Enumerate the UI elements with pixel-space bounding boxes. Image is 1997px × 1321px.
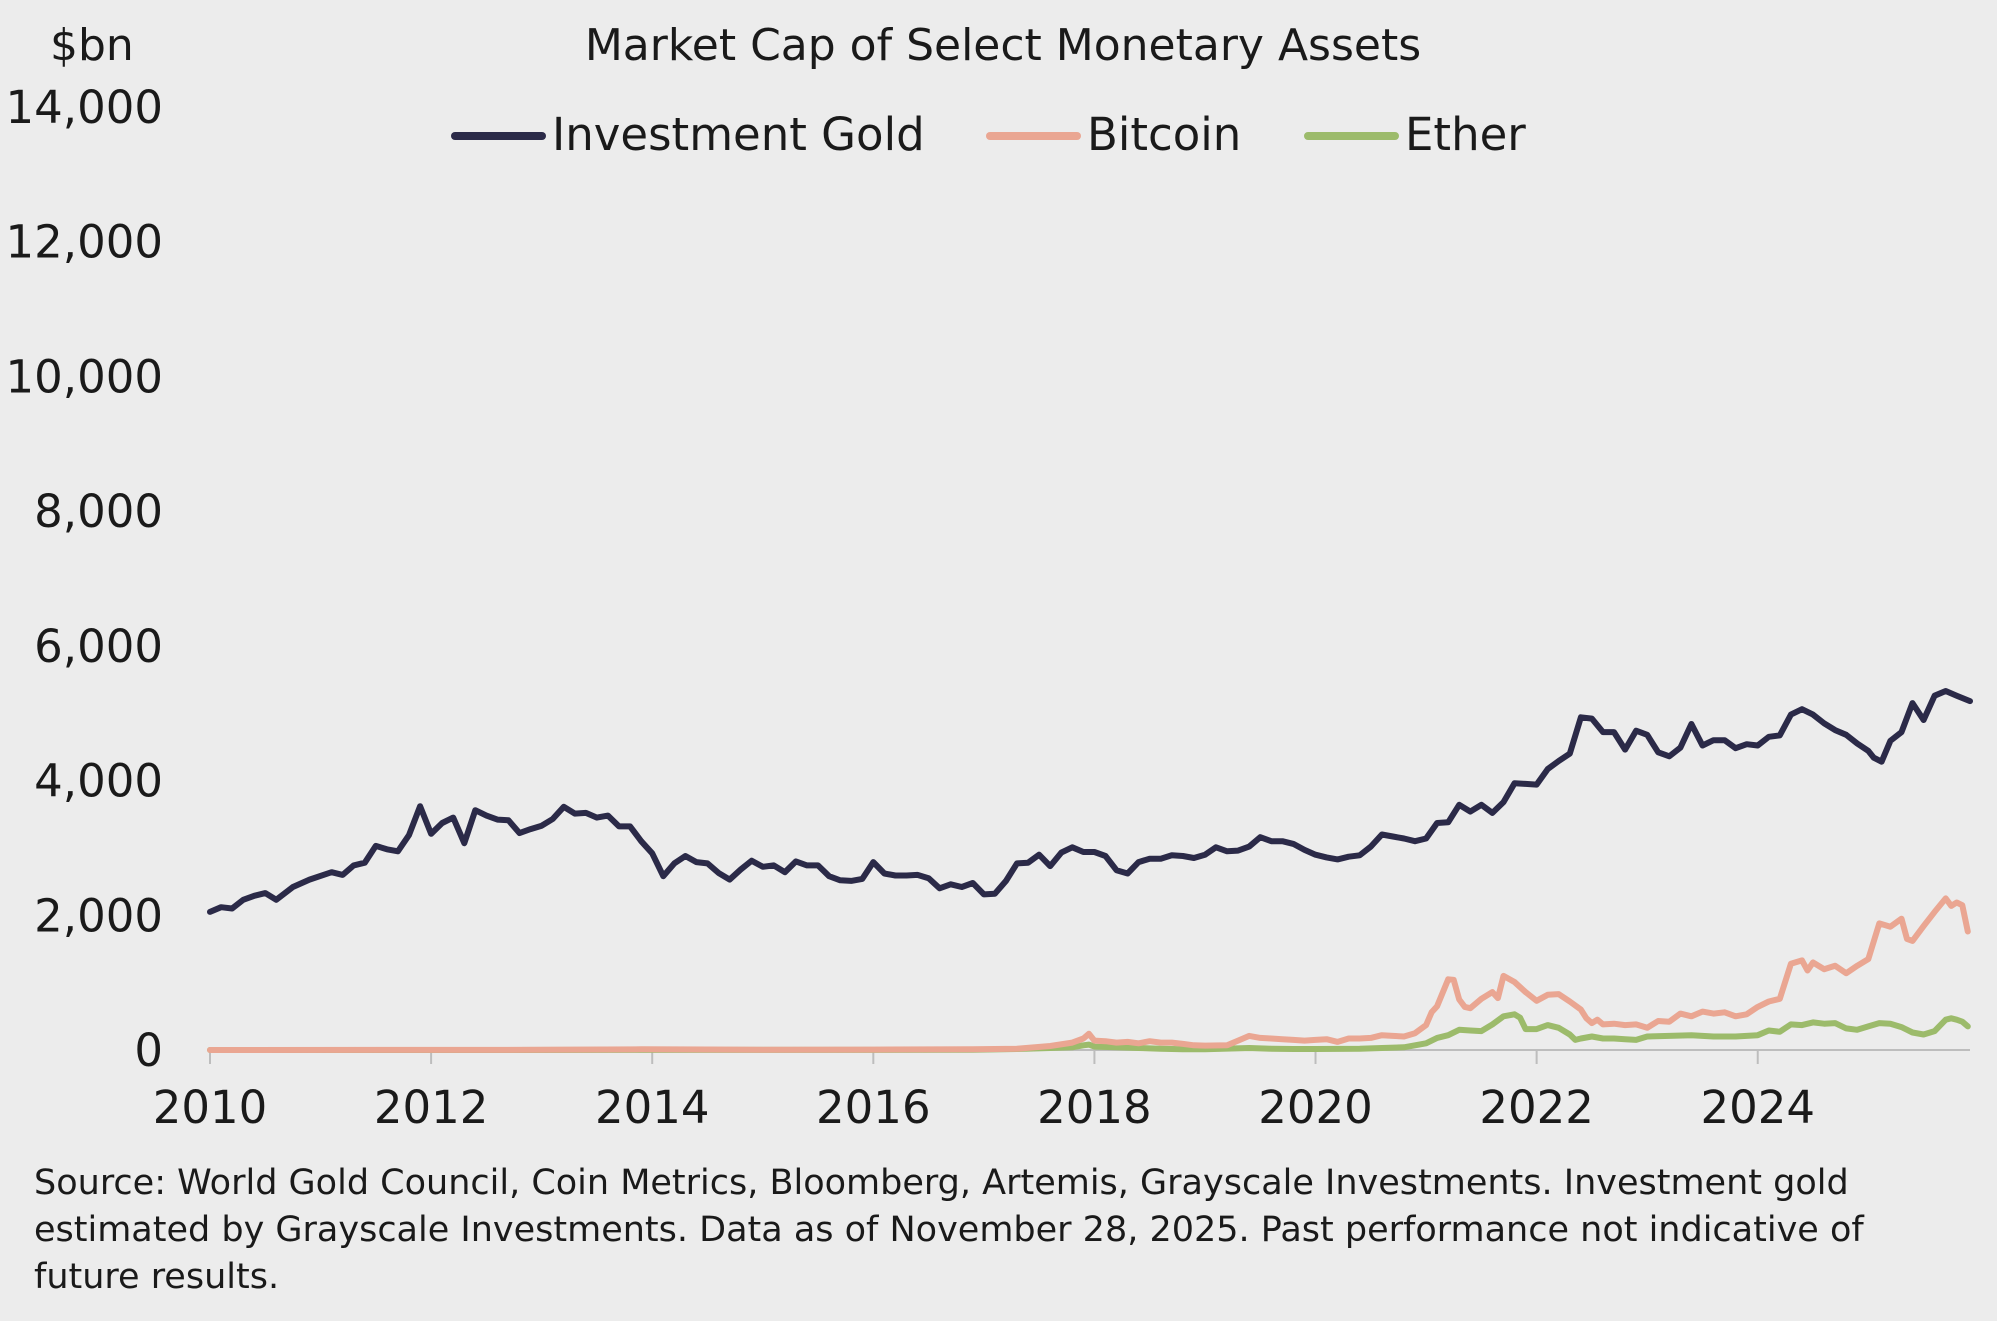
source-note: Source: World Gold Council, Coin Metrics… xyxy=(34,1163,1864,1297)
x-axis: 2010 2012 2014 2016 2018 2020 2022 2024 xyxy=(153,1049,1970,1134)
x-tick-label: 2010 xyxy=(153,1081,268,1134)
legend-label-gold: Investment Gold xyxy=(552,108,925,161)
legend: Investment Gold Bitcoin Ether xyxy=(451,108,1526,161)
y-tick-label: 12,000 xyxy=(6,216,163,269)
y-tick-label: 8,000 xyxy=(34,485,163,538)
x-tick-label: 2022 xyxy=(1479,1081,1594,1134)
y-tick-label: 10,000 xyxy=(6,350,163,403)
legend-label-bitcoin: Bitcoin xyxy=(1087,108,1241,161)
y-tick-label: 4,000 xyxy=(34,755,163,808)
x-tick-label: 2016 xyxy=(816,1081,931,1134)
x-tick-label: 2018 xyxy=(1037,1081,1152,1134)
x-tick-label: 2024 xyxy=(1700,1081,1815,1134)
chart-title: Market Cap of Select Monetary Assets xyxy=(585,20,1421,71)
legend-label-ether: Ether xyxy=(1405,108,1526,161)
y-axis-unit-label: $bn xyxy=(50,20,134,71)
series-line-ether xyxy=(207,1011,1971,1053)
y-tick-label: 14,000 xyxy=(6,81,163,134)
x-tick-label: 2020 xyxy=(1258,1081,1373,1134)
x-tick-label: 2012 xyxy=(374,1081,489,1134)
series-layer xyxy=(207,688,1973,1053)
y-tick-label: 6,000 xyxy=(34,620,163,673)
y-tick-label: 2,000 xyxy=(34,889,163,942)
x-tick-label: 2014 xyxy=(595,1081,710,1134)
y-tick-label: 0 xyxy=(134,1024,163,1077)
series-line-bitcoin xyxy=(207,895,1971,1053)
y-axis: 0 2,000 4,000 6,000 8,000 10,000 12,000 14,000 xyxy=(6,81,163,1077)
series-line-investment-gold xyxy=(207,688,1973,915)
